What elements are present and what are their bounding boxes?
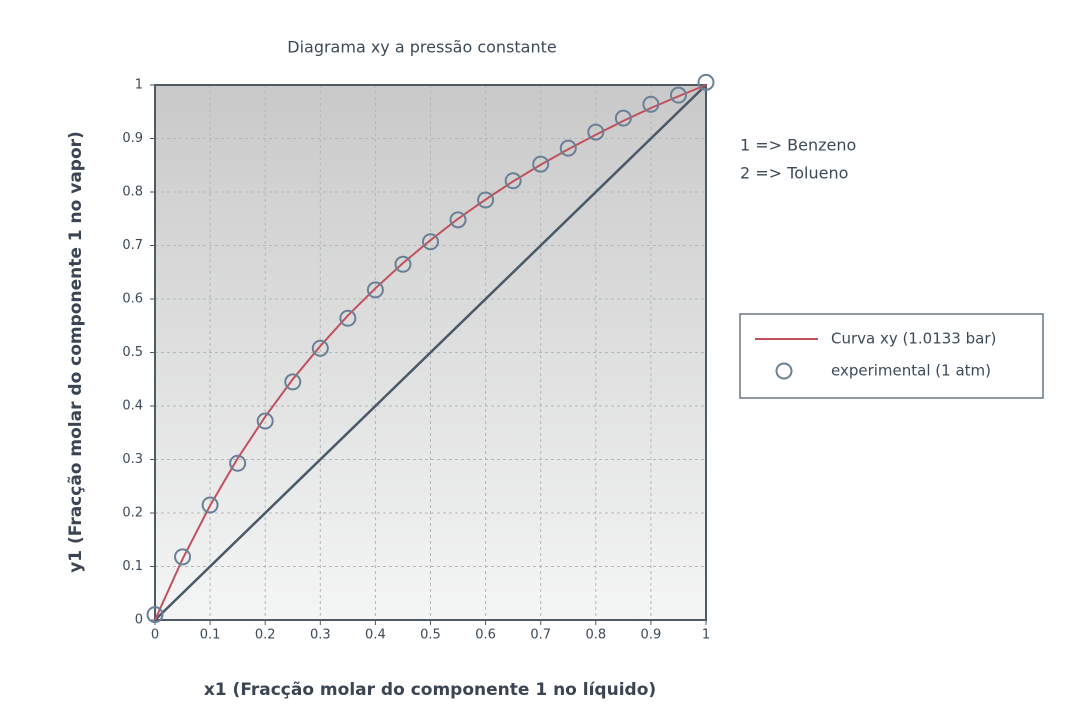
data-point bbox=[201, 496, 219, 514]
data-point bbox=[422, 233, 439, 251]
curve-line bbox=[154, 84, 707, 621]
axes-frame bbox=[154, 84, 707, 621]
data-point bbox=[642, 95, 660, 113]
annotation: 1 => Benzeno bbox=[740, 136, 856, 155]
data-point bbox=[504, 172, 522, 190]
data-point bbox=[614, 109, 632, 127]
y-tick-label: 0.1 bbox=[122, 559, 143, 574]
y-tick-label: 0.3 bbox=[122, 452, 143, 467]
x-tick-label: 0.8 bbox=[585, 628, 606, 643]
chart-title: Diagrama xy a pressão constante bbox=[287, 38, 556, 57]
diagonal-line bbox=[154, 84, 707, 621]
data-point bbox=[669, 86, 687, 104]
data-point bbox=[366, 281, 384, 299]
legend-label: Curva xy (1.0133 bar) bbox=[831, 330, 996, 348]
y-tick-label: 0.2 bbox=[122, 506, 143, 521]
data-point bbox=[339, 309, 357, 327]
x-tick-label: 0.4 bbox=[365, 628, 386, 643]
x-tick-label: 0.5 bbox=[420, 628, 441, 643]
data-point bbox=[311, 339, 329, 357]
y-tick-label: 0.7 bbox=[122, 238, 143, 253]
data-point bbox=[532, 155, 550, 173]
x-tick-label: 0.2 bbox=[255, 628, 276, 643]
y-tick-label: 0.6 bbox=[122, 292, 143, 307]
x-tick-label: 0.7 bbox=[530, 628, 551, 643]
x-tick-label: 0.1 bbox=[200, 628, 221, 643]
x-tick-label: 0.3 bbox=[310, 628, 331, 643]
data-point bbox=[587, 123, 605, 141]
legend bbox=[739, 313, 1044, 399]
legend-swatch bbox=[775, 362, 793, 380]
x-axis-title: x1 (Fracção molar do componente 1 no líq… bbox=[204, 680, 656, 700]
y-tick-label: 0.9 bbox=[122, 131, 143, 146]
y-tick-label: 0.8 bbox=[122, 185, 143, 200]
y-tick-label: 0 bbox=[135, 613, 143, 628]
y-tick-label: 0.5 bbox=[122, 345, 143, 360]
y-tick-label: 0.4 bbox=[122, 399, 143, 414]
x-tick-label: 1 bbox=[702, 628, 710, 643]
legend-label: experimental (1 atm) bbox=[831, 362, 991, 380]
data-point bbox=[284, 373, 302, 391]
data-point bbox=[477, 191, 495, 209]
data-point bbox=[146, 606, 164, 624]
annotation: 2 => Tolueno bbox=[740, 164, 848, 183]
x-tick-label: 0 bbox=[151, 628, 159, 643]
data-point bbox=[229, 454, 247, 472]
data-point bbox=[256, 412, 274, 430]
data-point bbox=[559, 139, 577, 157]
y-axis-title: y1 (Fracção molar do componente 1 no vap… bbox=[66, 131, 86, 573]
data-point bbox=[449, 211, 467, 229]
y-tick-label: 1 bbox=[135, 78, 143, 93]
x-tick-label: 0.6 bbox=[475, 628, 496, 643]
x-tick-label: 0.9 bbox=[641, 628, 662, 643]
data-point bbox=[174, 548, 192, 566]
data-point bbox=[697, 73, 715, 91]
data-point bbox=[394, 255, 412, 273]
